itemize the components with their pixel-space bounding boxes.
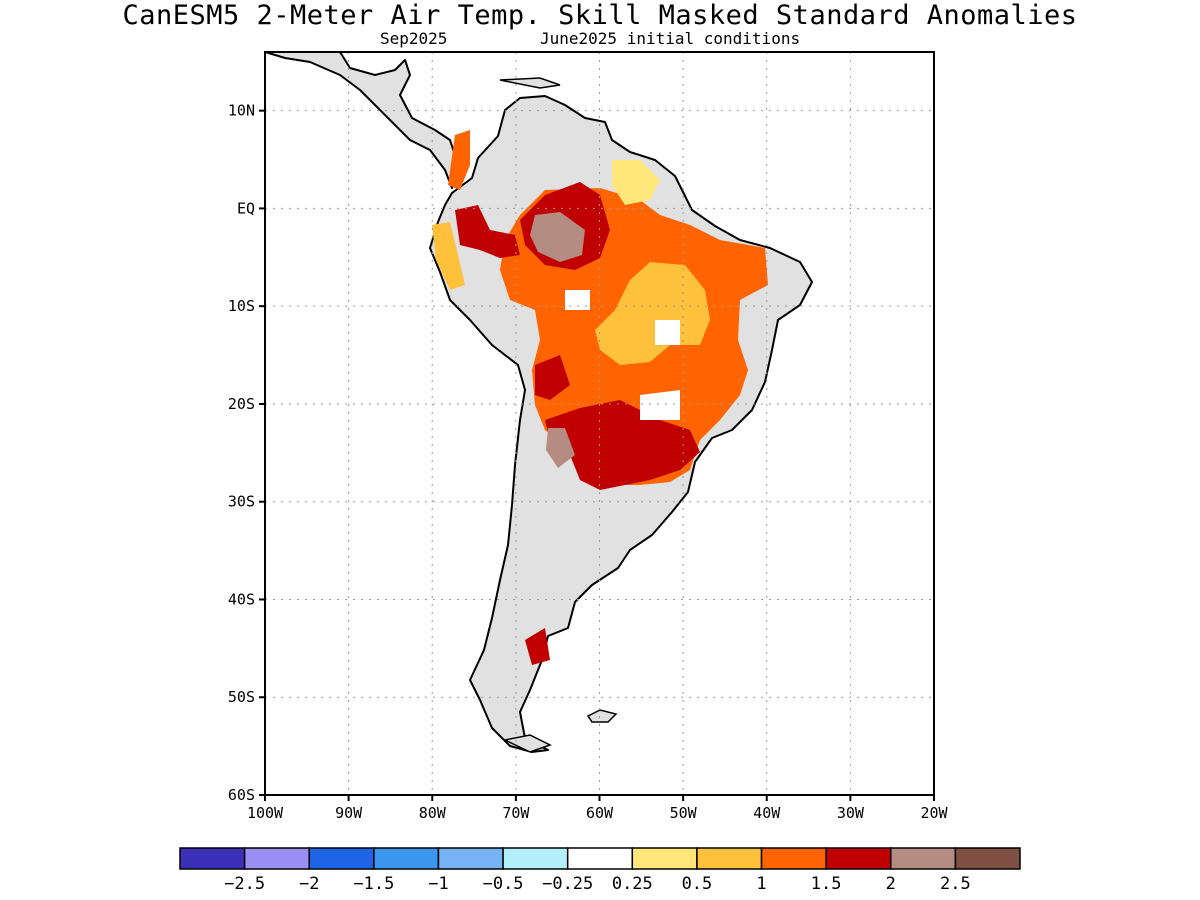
anomaly-orange-colombia <box>448 130 470 190</box>
lon-tick-label: 20W <box>920 804 948 822</box>
lon-tick-label: 70W <box>502 804 530 822</box>
anomaly-white-patches <box>565 290 680 420</box>
anomaly-brown-2.5-south <box>546 428 575 468</box>
subtitle-valid-month: Sep2025 <box>380 29 448 48</box>
anomaly-red-2-west <box>455 205 520 258</box>
anomaly-yellow-guianas <box>612 160 660 205</box>
anomaly-yellow-1 <box>595 262 710 365</box>
anomaly-brown-2.5 <box>530 212 585 262</box>
lon-tick-label: 30W <box>837 804 865 822</box>
colorbar-label: 1.5 <box>811 874 842 894</box>
colorbar-label: 2.5 <box>940 874 971 894</box>
colorbar-label: 0.5 <box>682 874 713 894</box>
colorbar-label: 1 <box>756 874 766 894</box>
caribbean-islands <box>499 77 561 89</box>
colorbar-swatch <box>954 847 1021 870</box>
lon-tick-label: 90W <box>335 804 363 822</box>
lat-tick-label: 50S <box>228 688 255 706</box>
colorbar-label: 0.25 <box>612 874 653 894</box>
falkland-islands <box>586 709 618 723</box>
colorbar-swatch <box>631 847 698 870</box>
colorbar-swatch <box>890 847 957 870</box>
lat-tick-label: 40S <box>228 590 255 608</box>
anomaly-red-patagonia <box>525 628 550 665</box>
colorbar-swatch <box>437 847 504 870</box>
lat-tick-label: 60S <box>228 786 255 804</box>
colorbar-swatch <box>825 847 892 870</box>
colorbar-label: −1.5 <box>353 874 394 894</box>
anomaly-red-2-south <box>545 400 700 490</box>
colorbar-label: −0.25 <box>542 874 593 894</box>
colorbar-label: 2 <box>886 874 896 894</box>
lon-tick-label: 50W <box>670 804 698 822</box>
colorbar-label: −2 <box>299 874 319 894</box>
lat-tick-label: 10N <box>228 102 255 120</box>
tierra-del-fuego <box>502 734 552 753</box>
lat-tick-label: 10S <box>228 297 255 315</box>
colorbar-swatch <box>566 847 634 870</box>
lon-tick-label: 100W <box>247 804 284 822</box>
anomaly-red-2-bolivia <box>535 355 570 400</box>
map-title: CanESM5 2-Meter Air Temp. Skill Masked S… <box>122 0 1078 31</box>
colorbar: −2.5 −2 −1.5 −1 −0.5 −0.25 0.25 0.5 1 1.5 2 2.5 <box>179 847 1021 894</box>
colorbar-swatch <box>696 847 763 870</box>
anomaly-orange-ecuador <box>432 222 465 290</box>
lon-tick-label: 80W <box>419 804 447 822</box>
subtitle-initial-conditions: June2025 initial conditions <box>540 29 801 48</box>
colorbar-swatch <box>243 847 310 870</box>
lat-tick-label: EQ <box>237 199 255 217</box>
lon-tick-label: 40W <box>753 804 781 822</box>
lon-tick-label: 60W <box>586 804 614 822</box>
map-content <box>265 52 934 795</box>
lat-tick-label: 30S <box>228 493 255 511</box>
colorbar-label: −1 <box>428 874 448 894</box>
colorbar-swatch <box>179 847 246 870</box>
colorbar-swatch <box>308 847 375 870</box>
colorbar-swatch <box>502 847 569 870</box>
lat-tick-label: 20S <box>228 395 255 413</box>
colorbar-swatch <box>373 847 440 870</box>
colorbar-label: −2.5 <box>224 874 265 894</box>
colorbar-label: −0.5 <box>483 874 524 894</box>
colorbar-swatch <box>760 847 827 870</box>
